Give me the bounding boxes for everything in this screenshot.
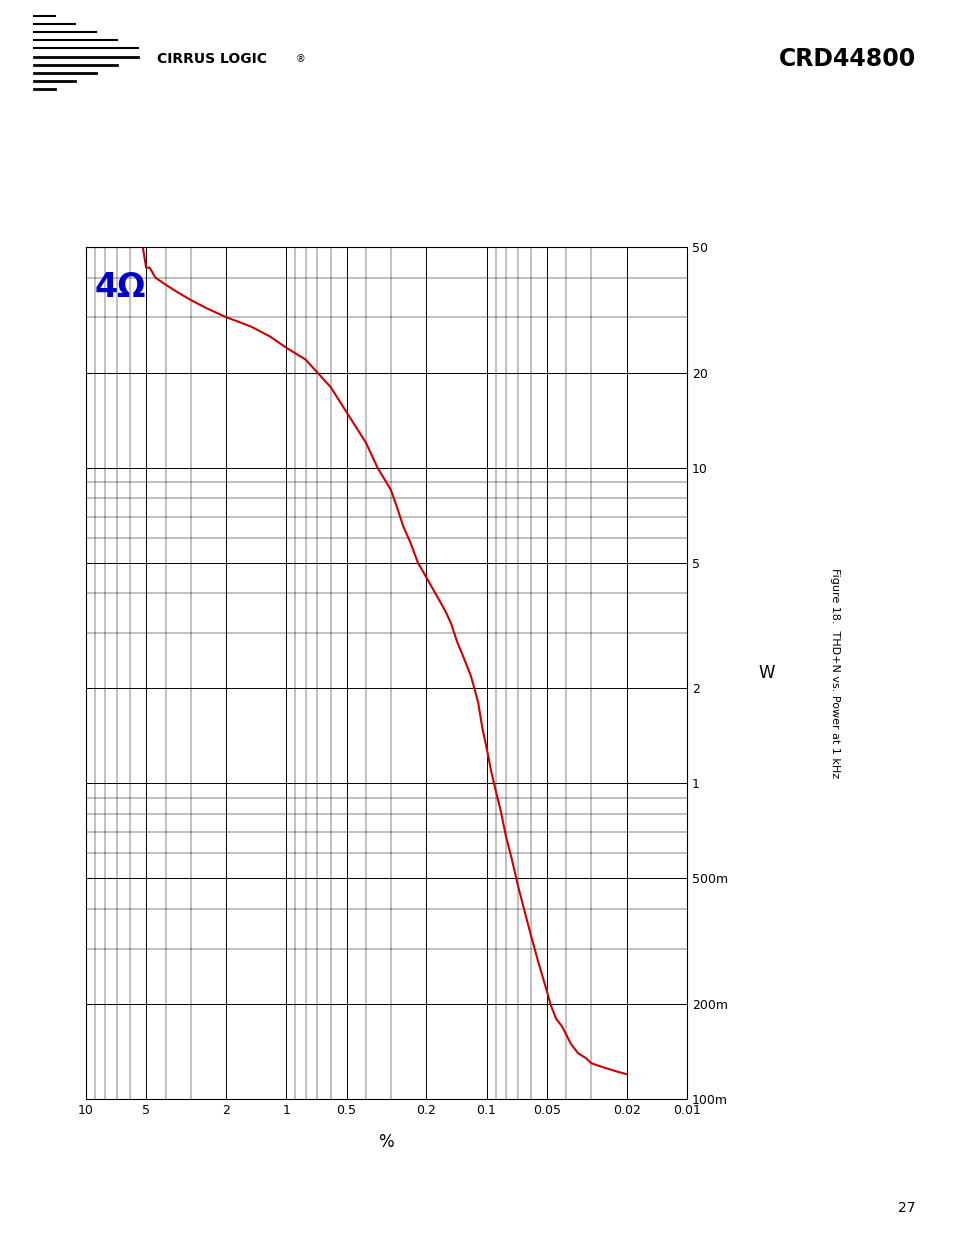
Text: 4Ω: 4Ω bbox=[95, 270, 146, 304]
Text: Figure 18.  THD+N vs. Power at 1 kHz: Figure 18. THD+N vs. Power at 1 kHz bbox=[829, 568, 839, 778]
Text: ®: ® bbox=[295, 54, 305, 64]
Text: CRD44800: CRD44800 bbox=[778, 47, 915, 72]
Text: %: % bbox=[378, 1134, 394, 1151]
Text: 27: 27 bbox=[897, 1200, 914, 1215]
Text: W: W bbox=[758, 664, 774, 682]
Text: CIRRUS LOGIC: CIRRUS LOGIC bbox=[157, 52, 267, 67]
